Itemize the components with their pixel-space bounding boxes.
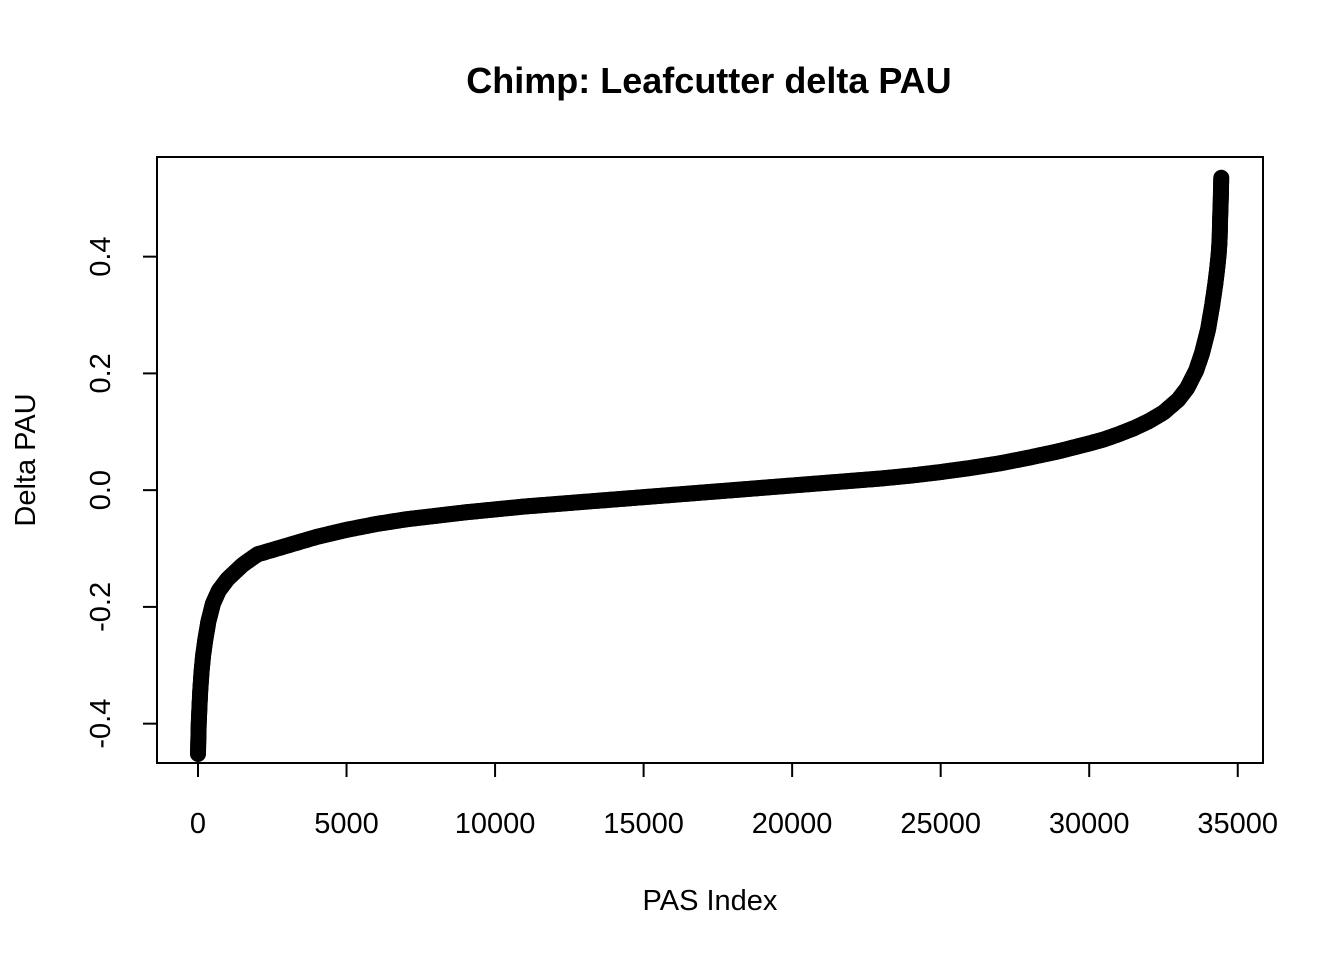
y-tick-label: 0.4 — [85, 236, 117, 276]
chart-title: Chimp: Leafcutter delta PAU — [466, 60, 951, 101]
plot-frame — [156, 156, 1264, 764]
y-tick-label: 0.2 — [85, 353, 117, 393]
y-axis: -0.4 -0.2 0.0 0.2 0.4 — [85, 236, 158, 749]
x-axis: 0 5000 10000 15000 20000 25000 30000 35000 — [190, 762, 1278, 840]
y-tick-label: 0.0 — [85, 470, 117, 510]
x-tick-label: 25000 — [900, 808, 981, 840]
x-tick-label: 15000 — [603, 808, 684, 840]
x-tick-label: 20000 — [752, 808, 833, 840]
data-points — [190, 169, 1230, 762]
x-tick-label: 10000 — [455, 808, 536, 840]
x-tick-label: 35000 — [1197, 808, 1278, 840]
x-tick-label: 5000 — [314, 808, 379, 840]
x-tick-label: 0 — [190, 808, 206, 840]
y-tick-label: -0.4 — [85, 699, 117, 749]
x-axis-label: PAS Index — [643, 885, 778, 917]
x-tick-label: 30000 — [1049, 808, 1130, 840]
y-axis-label: Delta PAU — [10, 393, 42, 526]
data-point — [1213, 169, 1230, 186]
y-tick-label: -0.2 — [85, 582, 117, 632]
